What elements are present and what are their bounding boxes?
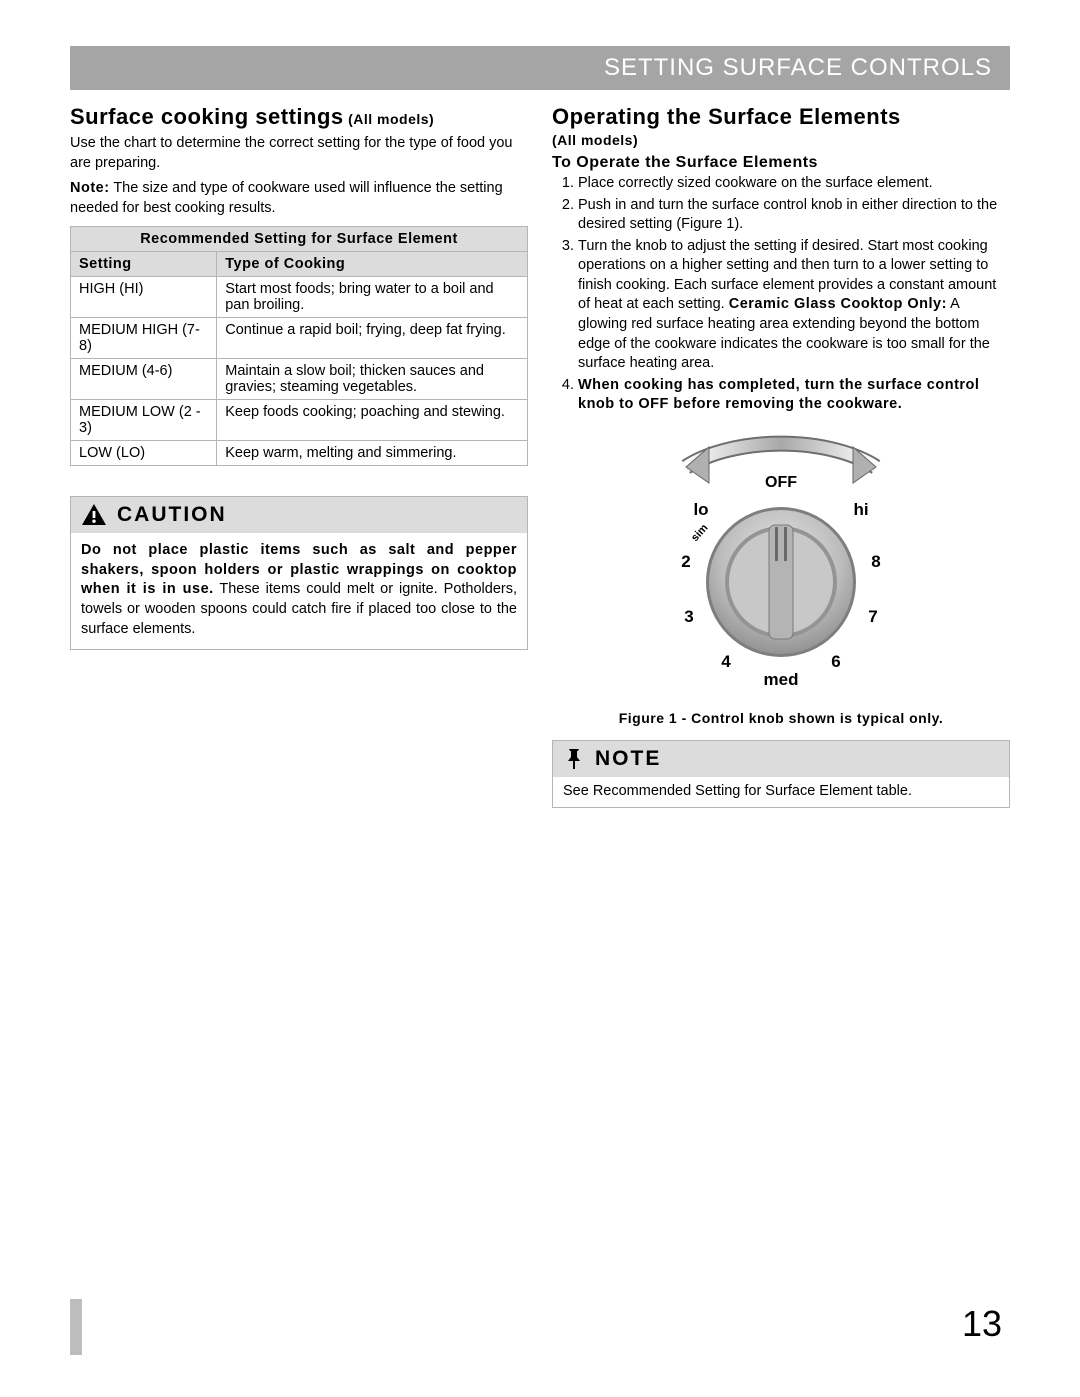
setting-cell: MEDIUM LOW (2 - 3) [71,400,217,441]
left-column: Surface cooking settings (All models) Us… [70,104,528,808]
figure-caption: Figure 1 - Control knob shown is typical… [552,710,1010,726]
warning-triangle-icon [81,503,107,527]
table-col1-header: Setting [71,252,217,277]
left-note-text: The size and type of cookware used will … [70,180,503,216]
page: SETTING SURFACE CONTROLS Surface cooking… [0,0,1080,1397]
right-column: Operating the Surface Elements (All mode… [552,104,1010,808]
right-subheading: To Operate the Surface Elements [552,154,1010,172]
step-4-text: When cooking has completed, turn the sur… [578,377,979,413]
content-columns: Surface cooking settings (All models) Us… [70,104,1010,808]
knob-8: 8 [871,552,880,571]
setting-cell: MEDIUM (4-6) [71,359,217,400]
left-note: Note: The size and type of cookware used… [70,179,528,218]
cooking-cell: Maintain a slow boil; thicken sauces and… [217,359,528,400]
knob-4: 4 [721,652,731,671]
note-body: See Recommended Setting for Surface Elem… [553,777,1009,807]
setting-cell: MEDIUM HIGH (7-8) [71,318,217,359]
table-row: HIGH (HI) Start most foods; bring water … [71,277,528,318]
page-number: 13 [962,1303,1002,1345]
right-section-subtitle: (All models) [552,132,1010,148]
table-col2-header: Type of Cooking [217,252,528,277]
step-2: Push in and turn the surface control kno… [578,196,1010,235]
cooking-cell: Keep warm, melting and simmering. [217,441,528,466]
steps-list: Place correctly sized cookware on the su… [552,174,1010,415]
header-title: SETTING SURFACE CONTROLS [604,54,992,82]
footer-tick [70,1299,82,1355]
right-section-title: Operating the Surface Elements [552,104,1010,130]
left-note-prefix: Note: [70,180,110,196]
step-3: Turn the knob to adjust the setting if d… [578,237,1010,374]
knob-7: 7 [868,607,877,626]
caution-box: CAUTION Do not place plastic items such … [70,496,528,650]
control-knob-figure: OFF lo hi sim 2 8 3 7 4 6 med [631,427,931,697]
cooking-cell: Start most foods; bring water to a boil … [217,277,528,318]
knob-lo: lo [693,500,708,519]
knob-sim: sim [689,522,711,544]
table-row: MEDIUM HIGH (7-8) Continue a rapid boil;… [71,318,528,359]
table-row: MEDIUM (4-6) Maintain a slow boil; thick… [71,359,528,400]
setting-cell: HIGH (HI) [71,277,217,318]
step-4: When cooking has completed, turn the sur… [578,376,1010,415]
note-header: NOTE [553,741,1009,777]
note-box: NOTE See Recommended Setting for Surface… [552,740,1010,808]
knob-off: OFF [765,474,797,491]
knob-med: med [764,670,799,689]
left-section-subtitle: (All models) [348,111,434,127]
knob-6: 6 [831,652,840,671]
table-header-row: Setting Type of Cooking [71,252,528,277]
setting-cell: LOW (LO) [71,441,217,466]
step-1: Place correctly sized cookware on the su… [578,174,1010,194]
knob-3: 3 [684,607,693,626]
cooking-cell: Keep foods cooking; poaching and stewing… [217,400,528,441]
caution-label: CAUTION [117,503,227,527]
left-section-title: Surface cooking settings [70,104,344,129]
header-bar: SETTING SURFACE CONTROLS [70,46,1010,90]
note-label: NOTE [595,747,661,771]
settings-table: Recommended Setting for Surface Element … [70,226,528,466]
table-row: LOW (LO) Keep warm, melting and simmerin… [71,441,528,466]
knob-hi: hi [853,500,868,519]
caution-body: Do not place plastic items such as salt … [71,533,527,649]
table-row: MEDIUM LOW (2 - 3) Keep foods cooking; p… [71,400,528,441]
figure-wrap: OFF lo hi sim 2 8 3 7 4 6 med Figure 1 -… [552,427,1010,726]
table-caption-row: Recommended Setting for Surface Element [71,227,528,252]
knob-2: 2 [681,552,690,571]
step-3-bold: Ceramic Glass Cooktop Only: [729,296,947,312]
left-intro: Use the chart to determine the correct s… [70,134,528,173]
cooking-cell: Continue a rapid boil; frying, deep fat … [217,318,528,359]
pushpin-icon [563,747,585,771]
caution-header: CAUTION [71,497,527,533]
table-caption: Recommended Setting for Surface Element [71,227,528,252]
